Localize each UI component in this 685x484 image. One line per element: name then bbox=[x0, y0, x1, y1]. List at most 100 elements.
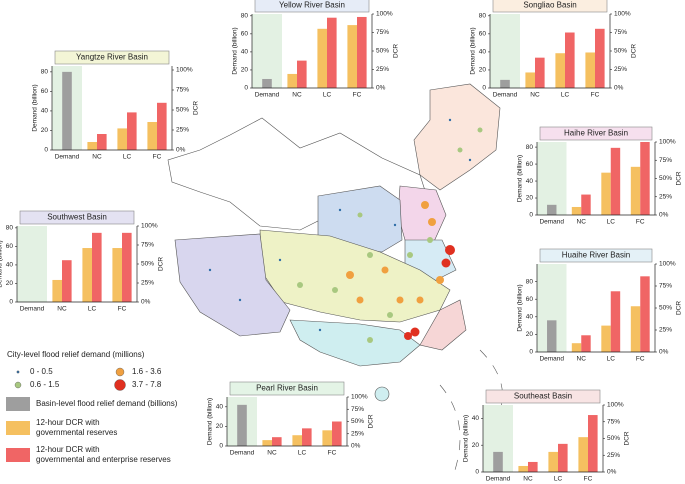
y-tick-label: 80 bbox=[526, 144, 534, 151]
southwest-region bbox=[174, 233, 291, 337]
y-tick-label: 60 bbox=[6, 243, 14, 250]
y-tick-label: 60 bbox=[241, 31, 249, 38]
china-map bbox=[167, 83, 503, 471]
x-tick-label: LC bbox=[123, 154, 132, 161]
x-tick-label: LC bbox=[561, 92, 570, 99]
x-tick-label: FC bbox=[118, 306, 127, 313]
chart-title: Huaihe River Basin bbox=[562, 251, 630, 260]
y2-axis-label: DCR bbox=[631, 44, 638, 58]
y-tick-label: 40 bbox=[41, 108, 49, 115]
axis-frame bbox=[489, 14, 611, 89]
y-tick-label: 0 bbox=[482, 85, 486, 92]
hainan bbox=[374, 386, 390, 402]
y2-tick-label: 100% bbox=[614, 11, 631, 18]
southeast-region bbox=[419, 299, 467, 351]
bar bbox=[547, 320, 557, 352]
haihe-region bbox=[397, 185, 447, 247]
basin-chart: Southwest Basin 0 20 40 60 80 0% 25% 50% 75% 100% D… bbox=[0, 210, 165, 313]
y-tick-label: 40 bbox=[241, 49, 249, 56]
x-tick-label: FC bbox=[353, 92, 362, 99]
bar bbox=[581, 335, 591, 352]
bar bbox=[317, 28, 327, 88]
bar bbox=[630, 306, 641, 352]
bar bbox=[610, 147, 621, 215]
legend-swatch bbox=[6, 448, 30, 462]
axis-frame bbox=[16, 226, 138, 303]
bar bbox=[347, 25, 357, 89]
y2-tick-label: 50% bbox=[176, 107, 189, 114]
bar bbox=[262, 78, 272, 88]
y2-tick-label: 25% bbox=[376, 66, 389, 73]
y2-tick-label: 0% bbox=[614, 85, 624, 92]
bar bbox=[292, 435, 302, 446]
y-tick-label: 80 bbox=[526, 278, 534, 285]
bar bbox=[588, 415, 598, 472]
legend-dot bbox=[16, 370, 20, 374]
bar bbox=[92, 232, 102, 302]
x-tick-label: NC bbox=[292, 92, 302, 99]
basin-chart: Southeast Basin 0 20 40 0% 25% 50% 75% 100% Deman… bbox=[463, 389, 631, 483]
legend-swatch bbox=[6, 421, 30, 435]
city-dots bbox=[208, 118, 483, 343]
y-tick-label: 60 bbox=[526, 161, 534, 168]
y2-tick-label: 0% bbox=[659, 212, 669, 219]
y2-tick-label: 0% bbox=[376, 85, 386, 92]
y-tick-label: 0 bbox=[529, 349, 533, 356]
y-axis-label: Demand (billion) bbox=[463, 415, 470, 462]
x-tick-label: NC bbox=[92, 154, 102, 161]
x-tick-label: Demand bbox=[230, 450, 255, 457]
title-box bbox=[19, 210, 135, 225]
y-tick-label: 60 bbox=[41, 88, 49, 95]
bar bbox=[640, 142, 650, 215]
bar bbox=[630, 166, 641, 215]
bar bbox=[82, 248, 92, 302]
x-tick-label: FC bbox=[153, 154, 162, 161]
demand-shade bbox=[252, 14, 282, 88]
y2-tick-label: 75% bbox=[607, 418, 620, 425]
title-box bbox=[492, 0, 608, 13]
legend-label: governmental reserves bbox=[36, 428, 117, 437]
y2-tick-label: 50% bbox=[141, 261, 154, 268]
y2-tick-label: 100% bbox=[141, 223, 158, 230]
axis-frame bbox=[226, 397, 348, 447]
chart-title: Yellow River Basin bbox=[279, 1, 345, 10]
bar bbox=[548, 451, 558, 472]
y-tick-label: 40 bbox=[216, 404, 224, 411]
legend-label: Basin-level flood relief demand (billion… bbox=[36, 399, 178, 408]
axis-frame bbox=[251, 14, 373, 89]
x-tick-label: Demand bbox=[55, 154, 80, 161]
bar bbox=[640, 276, 650, 352]
y-tick-label: 60 bbox=[479, 31, 487, 38]
y2-tick-label: 25% bbox=[176, 127, 189, 134]
bar bbox=[52, 279, 62, 302]
y-tick-label: 20 bbox=[41, 127, 49, 134]
y2-tick-label: 25% bbox=[351, 430, 364, 437]
x-tick-label: Demand bbox=[255, 92, 280, 99]
y-tick-label: 40 bbox=[479, 49, 487, 56]
x-tick-label: Demand bbox=[539, 356, 564, 363]
chart-title: Southwest Basin bbox=[47, 213, 107, 222]
legend-label: 12-hour DCR with bbox=[36, 418, 100, 427]
legend-label: 1.6 - 3.6 bbox=[132, 367, 162, 376]
y-axis-label: Demand (billion) bbox=[470, 27, 477, 74]
bar bbox=[157, 102, 167, 150]
basin-chart: Songliao Basin 0 20 40 60 80 0% 25% 50% 75% 100% De… bbox=[470, 0, 638, 99]
y2-tick-label: 25% bbox=[141, 280, 154, 287]
legend-label: 0 - 0.5 bbox=[30, 367, 53, 376]
bar bbox=[601, 172, 611, 215]
x-tick-label: FC bbox=[636, 219, 645, 226]
map-legend: City-level flood relief demand (millions… bbox=[6, 350, 178, 464]
y-tick-label: 80 bbox=[6, 225, 14, 232]
y-axis-label: Demand (billion) bbox=[517, 155, 524, 202]
y-axis-label: Demand (billion) bbox=[517, 284, 524, 331]
y2-tick-label: 75% bbox=[614, 29, 627, 36]
x-tick-label: Demand bbox=[20, 306, 45, 313]
y2-tick-label: 75% bbox=[659, 157, 672, 164]
y2-tick-label: 50% bbox=[376, 48, 389, 55]
y2-tick-label: 100% bbox=[659, 139, 676, 146]
y-tick-label: 0 bbox=[475, 469, 479, 476]
bar bbox=[262, 440, 272, 446]
title-box bbox=[539, 126, 653, 141]
bar bbox=[332, 421, 342, 446]
